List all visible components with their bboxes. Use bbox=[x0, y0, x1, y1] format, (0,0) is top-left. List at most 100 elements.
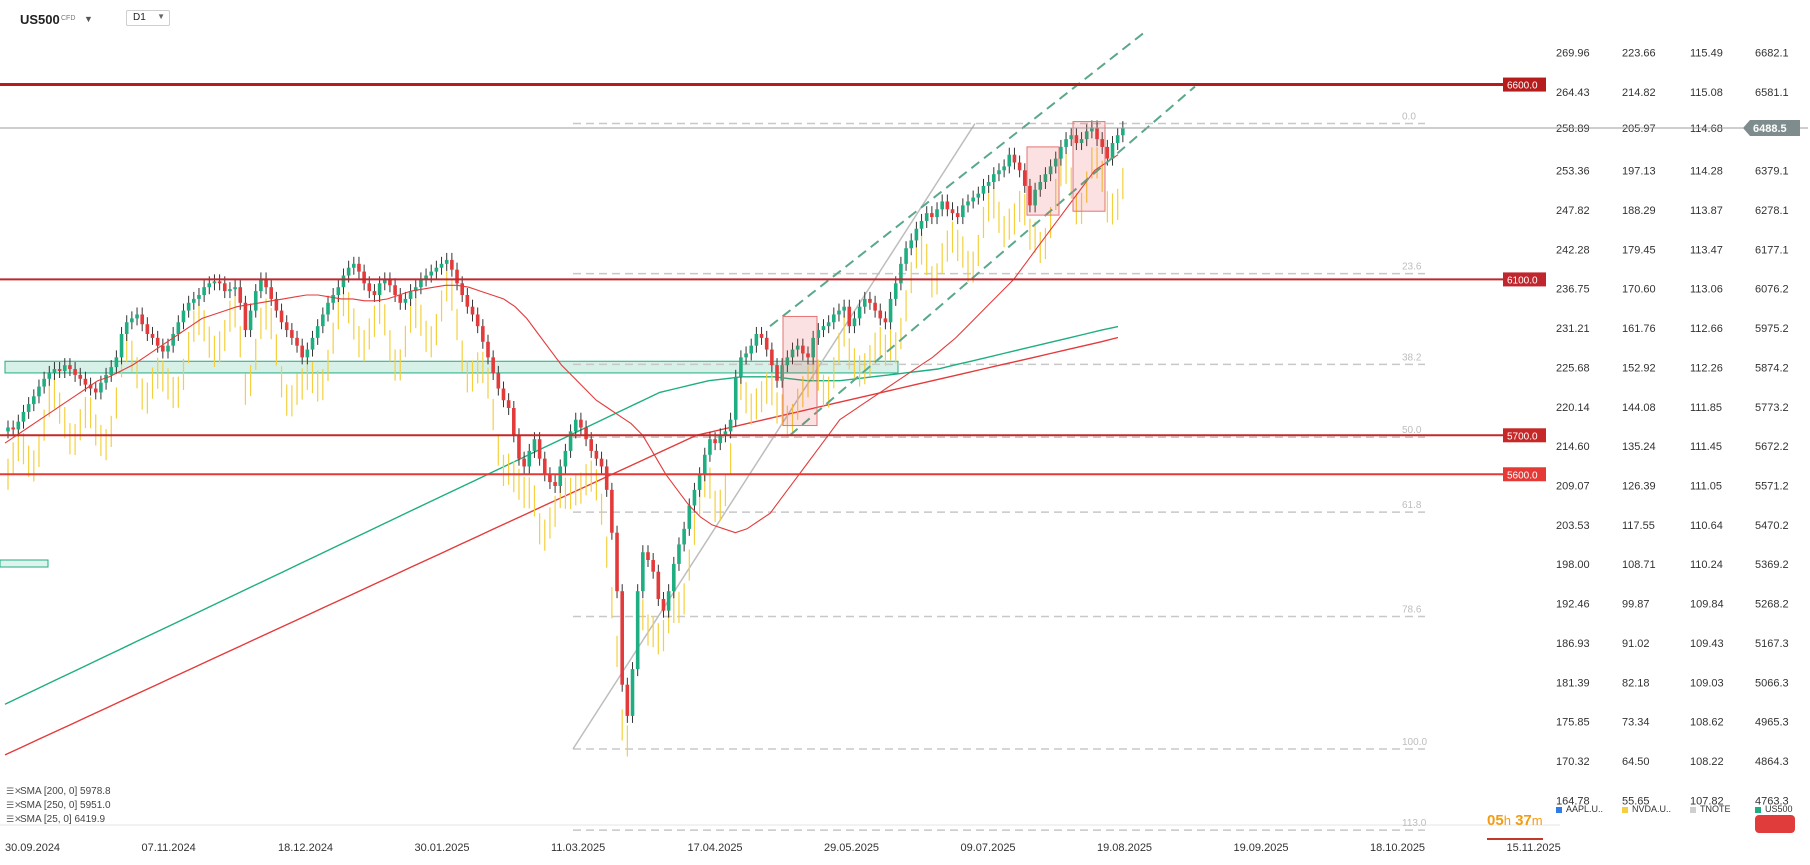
y-tick-label-aapl: 236.75 bbox=[1556, 284, 1590, 296]
candle-body bbox=[754, 333, 759, 346]
candle-body bbox=[486, 341, 490, 358]
y-tick-label-tnote: 109.84 bbox=[1690, 599, 1724, 611]
candle-body bbox=[186, 302, 191, 311]
candle-body bbox=[16, 421, 21, 430]
candle-body bbox=[377, 283, 382, 295]
candle-body bbox=[140, 314, 144, 325]
candle-body bbox=[708, 439, 712, 455]
candle-body bbox=[594, 450, 599, 459]
settings-icon[interactable]: ☰✕ bbox=[6, 800, 22, 810]
price-level-label: 6100.0 bbox=[1507, 275, 1538, 286]
candle-body bbox=[1084, 131, 1089, 140]
settings-icon[interactable]: ☰✕ bbox=[6, 786, 22, 796]
candle-body bbox=[816, 330, 821, 338]
candle-body bbox=[553, 482, 557, 486]
y-tick-label-tnote: 113.06 bbox=[1690, 284, 1723, 296]
candle-body bbox=[589, 439, 594, 451]
chevron-down-icon[interactable]: ▼ bbox=[84, 14, 93, 24]
candle-body bbox=[563, 450, 568, 467]
candle-body bbox=[6, 427, 10, 432]
candle-body bbox=[930, 213, 934, 218]
price-level-label: 5600.0 bbox=[1507, 470, 1538, 481]
candle-body bbox=[795, 345, 800, 350]
candle-body bbox=[450, 259, 454, 270]
candle-body bbox=[398, 295, 403, 303]
x-tick-label: 19.08.2025 bbox=[1097, 842, 1152, 854]
candle-body bbox=[512, 408, 516, 436]
y-tick-label-aapl: 175.85 bbox=[1556, 717, 1590, 729]
candle-body bbox=[573, 419, 578, 432]
candle-body bbox=[832, 314, 836, 323]
y-tick-label-aapl: 225.68 bbox=[1556, 362, 1590, 374]
axis-legend-us500[interactable]: US500 bbox=[1755, 804, 1793, 814]
candle-body bbox=[873, 302, 877, 311]
axis-legend-label: NVDA.U.. bbox=[1632, 804, 1672, 814]
y-tick-label-tnote: 108.22 bbox=[1690, 756, 1724, 768]
candle-countdown: 05h 37m bbox=[1487, 812, 1543, 829]
color-swatch bbox=[1755, 806, 1761, 813]
legend-item-sma200[interactable]: ☰✕SMA [200, 0] 5978.8 bbox=[6, 786, 111, 797]
candle-body bbox=[341, 275, 346, 288]
fibonacci-label: 78.6 bbox=[1402, 605, 1422, 616]
candle-body bbox=[192, 298, 196, 303]
candle-body bbox=[352, 263, 356, 268]
candle-body bbox=[522, 458, 526, 467]
candle-body bbox=[382, 279, 387, 284]
candle-body bbox=[888, 298, 893, 323]
y-tick-label-tnote: 111.45 bbox=[1690, 441, 1722, 453]
candle-body bbox=[728, 419, 733, 432]
y-tick-label-aapl: 231.21 bbox=[1556, 323, 1590, 335]
candle-body bbox=[166, 345, 170, 352]
candle-body bbox=[842, 306, 846, 311]
candle-body bbox=[501, 388, 506, 401]
y-tick-label-nvda: 179.45 bbox=[1622, 244, 1656, 256]
legend-item-sma25[interactable]: ☰✕SMA [25, 0] 6419.9 bbox=[6, 814, 105, 825]
y-tick-label-aapl: 186.93 bbox=[1556, 638, 1590, 650]
candle-body bbox=[259, 279, 263, 292]
y-tick-label-nvda: 205.97 bbox=[1622, 123, 1656, 135]
candle-body bbox=[656, 571, 661, 599]
candle-body bbox=[295, 337, 299, 346]
candle-body bbox=[899, 263, 903, 284]
y-tick-label-nvda: 126.39 bbox=[1622, 480, 1656, 492]
settings-icon[interactable]: ☰✕ bbox=[6, 814, 22, 824]
y-tick-label-tnote: 108.62 bbox=[1690, 717, 1724, 729]
symbol-selector[interactable]: US500 bbox=[20, 12, 60, 27]
candle-body bbox=[868, 298, 872, 303]
candle-body bbox=[537, 439, 542, 459]
timer-underline bbox=[1487, 838, 1543, 840]
candle-body bbox=[1028, 185, 1032, 206]
alert-button[interactable] bbox=[1755, 815, 1795, 833]
y-tick-label-us500: 6177.1 bbox=[1755, 244, 1789, 256]
candle-body bbox=[801, 345, 805, 354]
x-tick-label: 17.04.2025 bbox=[688, 842, 743, 854]
x-tick-label: 30.01.2025 bbox=[415, 842, 470, 854]
candle-body bbox=[1033, 189, 1037, 206]
candle-body bbox=[713, 439, 717, 444]
current-price-label: 6488.5 bbox=[1753, 123, 1787, 135]
candle-body bbox=[666, 591, 671, 611]
price-level-badge bbox=[1503, 467, 1546, 482]
candle-body bbox=[1095, 127, 1099, 140]
candle-body bbox=[481, 326, 485, 342]
candle-body bbox=[424, 275, 428, 280]
y-tick-label-us500: 4864.3 bbox=[1755, 756, 1789, 768]
candle-body bbox=[253, 291, 258, 311]
candle-body bbox=[785, 357, 790, 366]
candle-body bbox=[37, 386, 41, 397]
candle-body bbox=[950, 209, 955, 214]
y-tick-label-aapl: 220.14 bbox=[1556, 402, 1590, 414]
candle-body bbox=[52, 369, 57, 373]
y-tick-label-us500: 6278.1 bbox=[1755, 205, 1789, 217]
candle-body bbox=[961, 205, 965, 218]
y-tick-label-nvda: 197.13 bbox=[1622, 166, 1656, 178]
candle-body bbox=[542, 458, 547, 475]
y-tick-label-aapl: 264.43 bbox=[1556, 87, 1590, 99]
legend-item-sma250[interactable]: ☰✕SMA [250, 0] 5951.0 bbox=[6, 800, 111, 811]
axis-legend-aapl[interactable]: AAPL.U.. bbox=[1556, 804, 1603, 814]
candle-body bbox=[135, 314, 139, 319]
axis-legend-tnote[interactable]: TNOTE bbox=[1690, 804, 1731, 814]
timeframe-select[interactable]: D1 ▼ bbox=[126, 10, 170, 26]
axis-legend-nvda[interactable]: NVDA.U.. bbox=[1622, 804, 1671, 814]
